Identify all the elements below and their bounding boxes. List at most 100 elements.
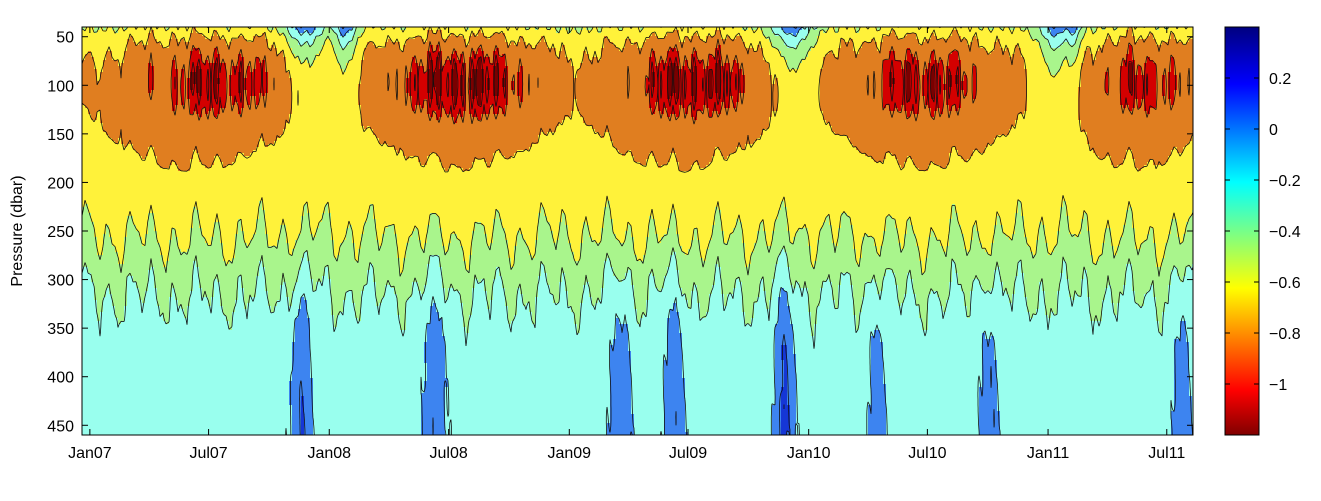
contour-band-cell: [961, 72, 974, 76]
contour-band-cell: [949, 60, 962, 64]
contour-band-cell: [1135, 60, 1148, 64]
contour-band-cell: [748, 27, 752, 31]
contour-band-cell: [1138, 99, 1142, 103]
contour-band-cell: [784, 201, 1019, 205]
contour-band-cell: [238, 81, 242, 85]
contour-band-cell: [217, 114, 290, 118]
contour-band-cell: [595, 129, 764, 133]
contour-band-cell: [1084, 36, 1109, 40]
contour-band-cell: [457, 75, 461, 79]
contour-band-cell: [544, 36, 605, 40]
contour-band-cell: [934, 114, 1019, 118]
contour-band-cell: [373, 213, 431, 217]
contour-band-cell: [1081, 126, 1193, 130]
contour-band-cell: [1081, 63, 1124, 67]
contour-band-cell: [157, 39, 170, 43]
contour-band-cell: [238, 72, 242, 76]
contour-band-cell: [220, 57, 239, 61]
contour-band-cell: [634, 159, 647, 163]
contour-band-cell: [1126, 216, 1133, 220]
contour-band-cell: [259, 99, 293, 103]
contour-band-cell: [823, 66, 884, 70]
contour-band-cell: [364, 48, 401, 52]
contour-band-cell: [796, 45, 815, 49]
contour-band-cell: [361, 60, 413, 64]
contour-band-cell: [709, 84, 713, 88]
contour-band-cell: [433, 66, 437, 70]
contour-band-cell: [364, 228, 377, 232]
contour-band-cell: [1168, 96, 1175, 100]
contour-band-cell: [652, 111, 656, 115]
contour-band-cell: [430, 222, 440, 226]
contour-band-cell: [331, 42, 341, 46]
contour-band-cell: [676, 159, 713, 163]
contour-band-cell: [436, 96, 440, 100]
contour-band-cell: [523, 87, 647, 91]
contour-band-cell: [922, 81, 932, 85]
contour-band-cell: [562, 48, 566, 52]
contour-band-cell: [997, 219, 1001, 223]
contour-band-cell: [964, 90, 968, 94]
contour-band-cell: [1132, 30, 1193, 34]
contour-band-cell: [172, 60, 176, 64]
contour-band-cell: [439, 117, 455, 121]
contour-band-cell: [82, 45, 128, 49]
contour-band-cell: [82, 108, 89, 112]
contour-band-cell: [472, 72, 485, 76]
contour-band-cell: [529, 147, 617, 151]
contour-band-cell: [253, 39, 269, 43]
contour-band-cell: [1189, 216, 1193, 220]
contour-band-cell: [1078, 33, 1085, 37]
contour-band-cell: [769, 123, 830, 127]
contour-band-cell: [1108, 78, 1121, 82]
contour-band-cell: [112, 57, 125, 61]
contour-band-cell: [484, 225, 494, 229]
contour-band-cell: [1021, 213, 1061, 217]
contour-band-cell: [487, 162, 491, 166]
contour-band-cell: [994, 48, 1004, 52]
contour-band-cell: [688, 111, 692, 115]
contour-band-cell: [334, 45, 341, 49]
contour-band-cell: [1111, 39, 1121, 43]
contour-band-cell: [604, 210, 611, 214]
contour-band-cell: [886, 216, 893, 220]
contour-band-cell: [1075, 39, 1082, 43]
contour-band-cell: [259, 57, 287, 61]
contour-band-cell: [499, 69, 509, 73]
contour-band-cell: [853, 144, 989, 148]
contour-band-cell: [907, 69, 911, 73]
contour-band-cell: [583, 51, 587, 55]
contour-band-cell: [646, 87, 668, 91]
contour-band-cell: [589, 57, 593, 61]
contour-band-cell: [190, 105, 227, 109]
contour-band-cell: [994, 45, 1001, 49]
contour-band-cell: [679, 69, 695, 73]
contour-band-cell: [364, 222, 377, 226]
contour-band-cell: [469, 105, 491, 109]
contour-band-cell: [133, 147, 149, 151]
contour-band-cell: [202, 60, 206, 64]
contour-band-cell: [376, 219, 431, 223]
contour-band-cell: [1027, 90, 1079, 94]
contour-band-cell: [931, 78, 935, 82]
contour-band-cell: [880, 42, 920, 46]
contour-band-cell: [757, 48, 764, 52]
contour-band-cell: [604, 45, 617, 49]
contour-band-cell: [1183, 147, 1193, 151]
contour-band-cell: [475, 159, 485, 163]
contour-band-cell: [1168, 27, 1193, 31]
contour-band-cell: [388, 144, 533, 148]
contour-band-cell: [151, 90, 173, 94]
contour-band-cell: [469, 57, 479, 61]
contour-band-cell: [919, 72, 926, 76]
contour-band-cell: [1078, 36, 1085, 40]
contour-band-cell: [676, 210, 716, 214]
contour-band-cell: [145, 156, 158, 160]
contour-band-cell: [82, 195, 1193, 199]
contour-band-cell: [556, 51, 560, 55]
contour-band-cell: [550, 27, 557, 31]
contour-band-cell: [1048, 27, 1079, 31]
contour-band-cell: [637, 45, 644, 49]
contour-band-cell: [460, 87, 464, 91]
contour-band-cell: [1027, 72, 1052, 76]
